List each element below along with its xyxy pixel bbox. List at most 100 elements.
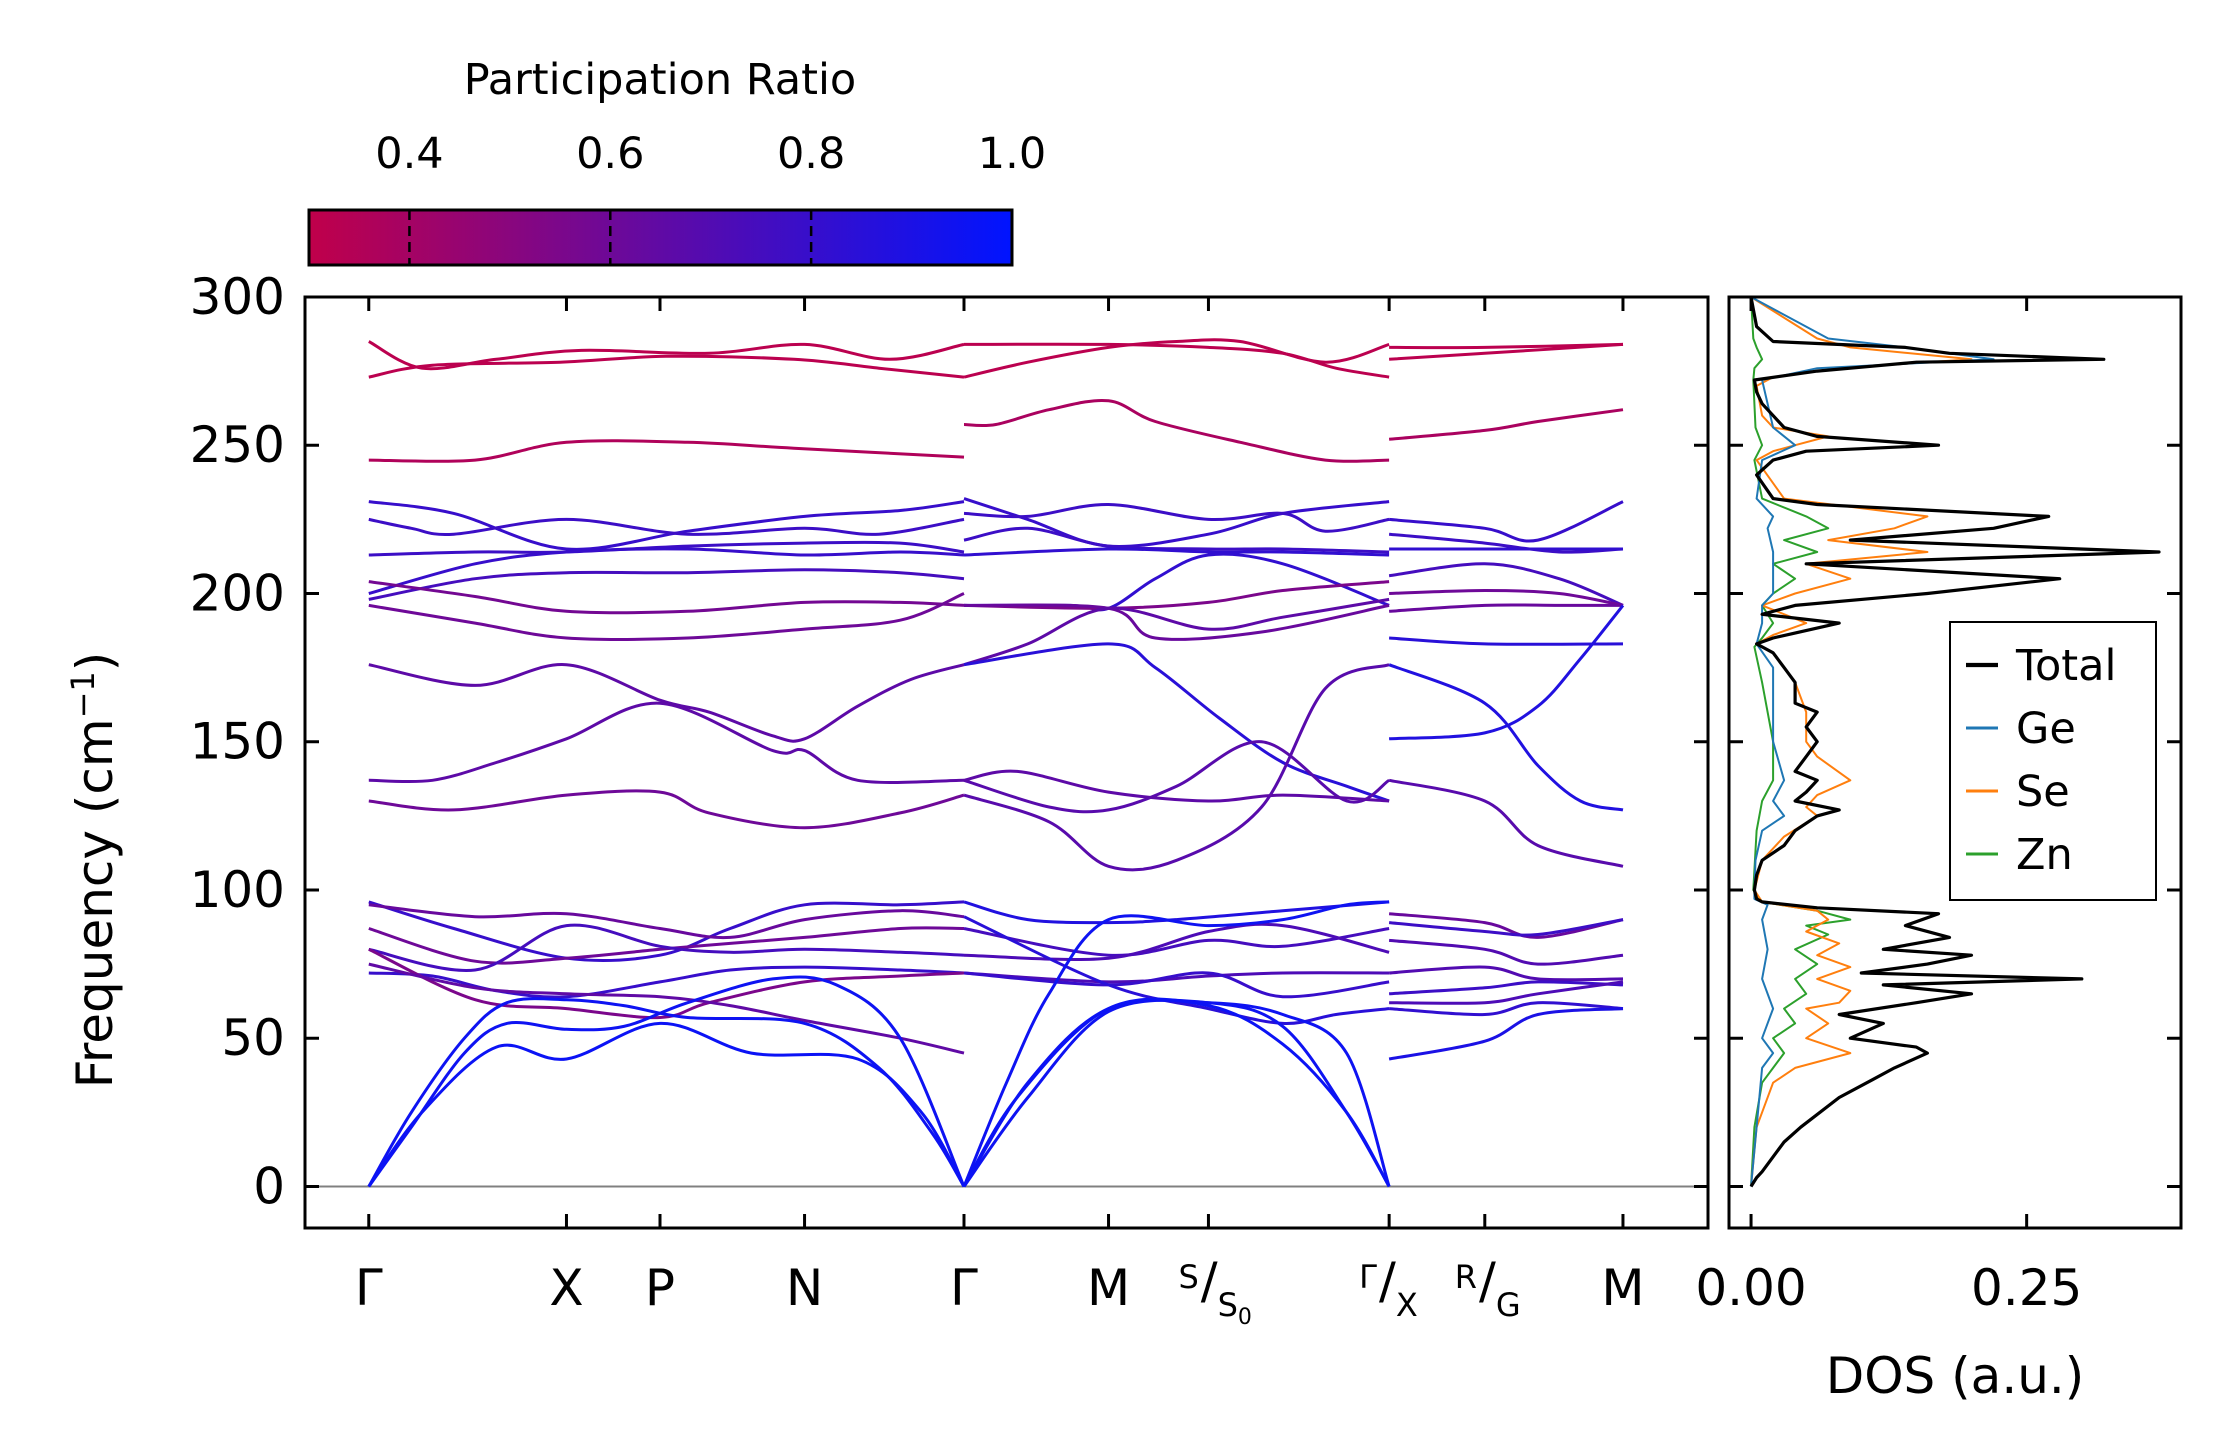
phonon-band [368, 354, 965, 379]
dos-axes-frame [1727, 295, 2183, 1230]
phonon-band [963, 927, 1390, 957]
legend-label-se: Se [2016, 767, 2070, 817]
dos-x-tick-label: 0.25 [1971, 1259, 2082, 1317]
x-tick-label: P [645, 1259, 675, 1317]
phonon-band [1388, 938, 1624, 966]
phonon-band [368, 701, 965, 784]
y-tick-label: 0 [253, 1157, 285, 1215]
phonon-band [963, 552, 1390, 612]
x-tick-label-split: S/S0 [1178, 1252, 1251, 1330]
x-tick-label: N [786, 1259, 823, 1317]
phonon-band [963, 915, 1390, 1025]
x-ticks: Γ X P N Γ M S/S0Γ/XR/G M [355, 297, 1645, 1330]
phonon-band [1389, 342, 1624, 361]
phonon-band [1389, 980, 1624, 996]
phonon-band [1388, 562, 1624, 607]
phonon-band [963, 922, 1390, 961]
phonon-band [368, 903, 965, 940]
colorbar-ticks: 0.4 0.6 0.8 1.0 [375, 129, 1046, 265]
dos-panel: 0.00 0.25 DOS (a.u.) Total Ge Se Zn [1695, 295, 2183, 1405]
phonon-band [368, 580, 965, 615]
phonon-band [368, 540, 965, 557]
dos-curves [1749, 297, 2161, 1188]
x-tick-label-split: Γ/X [1359, 1252, 1418, 1324]
phonon-band [1388, 912, 1624, 939]
phonon-band [1388, 500, 1624, 543]
phonon-band [1388, 778, 1624, 868]
phonon-band [368, 568, 965, 601]
colorbar: Participation Ratio 0.4 0.6 0.8 1.0 [307, 55, 1046, 267]
phonon-band [368, 500, 965, 551]
colorbar-tick-label: 1.0 [978, 129, 1046, 179]
y-tick-label: 100 [190, 861, 285, 919]
y-ticks: 0 50 100 150 200 250 300 [190, 268, 1708, 1215]
phonon-band [963, 663, 1390, 872]
phonon-band [1388, 1007, 1624, 1061]
phonon-band [963, 603, 1390, 641]
phonon-band [963, 769, 1390, 803]
x-tick-label: M [1601, 1259, 1644, 1317]
legend-label-ge: Ge [2016, 704, 2076, 754]
x-tick-label-bottom: X [1396, 1286, 1418, 1324]
phonon-band [368, 439, 965, 463]
phonon-band [1389, 588, 1624, 607]
dos-ticks: 0.00 0.25 [1695, 295, 2181, 1317]
phonon-band [963, 547, 1390, 557]
legend-label-zn: Zn [2016, 830, 2073, 880]
phonon-band [962, 997, 1391, 1188]
y-tick-label: 150 [190, 713, 285, 771]
phonon-band [963, 740, 1390, 814]
phonon-band [1389, 604, 1625, 741]
x-tick-label: Γ [950, 1259, 978, 1317]
y-tick-label: 300 [190, 268, 285, 326]
phonon-band [963, 580, 1390, 610]
x-tick-label-split: R/G [1455, 1252, 1521, 1324]
colorbar-tick-label: 0.6 [576, 129, 644, 179]
dos-curve-ge [1750, 297, 1995, 1187]
phonon-band [962, 998, 1391, 1188]
x-tick-label: Γ [355, 1259, 383, 1317]
phonon-band [1388, 918, 1624, 937]
phonon-band [963, 642, 1390, 803]
x-tick-label-bottom: S [1218, 1286, 1238, 1324]
colorbar-tick-label: 0.8 [777, 129, 845, 179]
colorbar-tick-label: 0.4 [375, 129, 443, 179]
x-tick-label-top: S [1178, 1258, 1198, 1296]
x-tick-label-slash: / [1379, 1252, 1396, 1310]
colorbar-gradient [307, 208, 1014, 267]
phonon-band [963, 971, 1390, 999]
phonon-band [962, 998, 1391, 1188]
phonon-band [368, 340, 965, 371]
dos-x-axis-label: DOS (a.u.) [1826, 1347, 2085, 1405]
phonon-band [368, 962, 965, 1055]
x-tick-label-subscript: 0 [1238, 1305, 1252, 1330]
x-tick-label: M [1087, 1259, 1130, 1317]
phonon-band [367, 975, 966, 1188]
colorbar-title: Participation Ratio [464, 55, 857, 105]
phonon-band [963, 900, 1390, 925]
phonon-band [1389, 603, 1623, 613]
phonon-band [963, 502, 1390, 533]
y-axis-label-superscript: −1 [64, 671, 102, 718]
legend: Total Ge Se Zn [1949, 621, 2157, 901]
phonon-band [367, 1021, 966, 1188]
x-tick-label-top: Γ [1359, 1258, 1377, 1296]
y-tick-label: 250 [190, 416, 285, 474]
dos-curve-total [1749, 297, 2161, 1188]
phonon-band [1389, 636, 1624, 646]
y-axis-label-close: ) [66, 652, 124, 672]
phonon-band [1388, 408, 1624, 441]
phonon-band [963, 398, 1390, 463]
phonon-band [368, 517, 965, 536]
x-tick-label-slash: / [1201, 1252, 1218, 1310]
legend-label-total: Total [2015, 641, 2116, 691]
y-tick-label: 50 [221, 1009, 285, 1067]
phonon-band [963, 971, 1390, 984]
phonon-band [368, 789, 965, 830]
x-tick-label: X [549, 1259, 583, 1317]
dos-curve-zn [1750, 297, 1852, 1187]
phonon-band [368, 592, 965, 641]
phonon-band [368, 923, 965, 972]
x-tick-label-slash: / [1479, 1252, 1496, 1310]
